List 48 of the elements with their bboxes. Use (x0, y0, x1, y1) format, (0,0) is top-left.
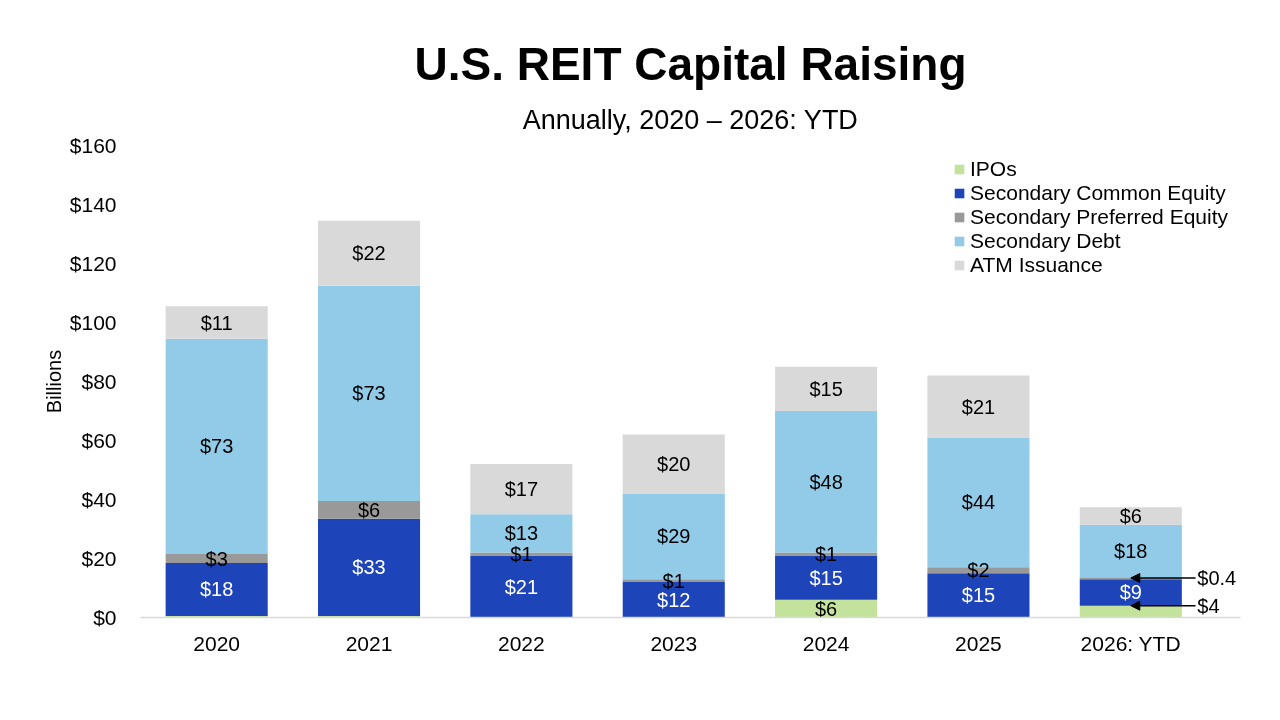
data-label: $15 (961, 584, 996, 607)
data-label: $21 (504, 575, 539, 598)
x-tick-label: 2021 (345, 631, 393, 655)
x-tick-label: 2025 (955, 631, 1002, 655)
annotation: $4 (1197, 594, 1220, 617)
data-label: $13 (504, 522, 539, 545)
y-axis-title: Billions (42, 349, 65, 414)
legend-label: Secondary Common Equity (970, 181, 1226, 205)
data-label: $21 (961, 395, 996, 418)
data-label: $20 (657, 453, 691, 476)
x-tick-label: 2024 (802, 631, 850, 655)
legend-label: Secondary Preferred Equity (970, 205, 1228, 229)
data-label: $48 (809, 470, 843, 493)
data-label: $15 (809, 377, 843, 400)
data-label: $17 (504, 478, 539, 501)
y-tick-label: $100 (69, 311, 117, 334)
data-label: $6 (357, 498, 381, 521)
x-tick-label: 2022 (498, 631, 545, 655)
chart-title: U.S. REIT Capital Raising (414, 37, 967, 90)
x-tick-label: 2020 (193, 631, 241, 655)
y-tick-label: $40 (81, 488, 117, 511)
x-tick-label: 2023 (650, 631, 698, 655)
data-label: $29 (657, 525, 691, 548)
y-tick-label: $140 (69, 193, 117, 216)
y-tick-label: $0 (93, 606, 117, 629)
data-label: $6 (814, 597, 838, 620)
data-label: $73 (199, 435, 234, 458)
data-label: $18 (199, 578, 234, 601)
data-label: $73 (352, 382, 386, 405)
legend-label: IPOs (970, 157, 1017, 181)
data-label: $15 (809, 566, 843, 589)
data-label: $22 (352, 242, 386, 265)
y-tick-label: $80 (81, 370, 117, 393)
data-label: $11 (200, 311, 233, 334)
x-tick-label: 2026: YTD (1080, 631, 1181, 655)
y-tick-label: $60 (81, 429, 117, 452)
data-label: $9 (1119, 581, 1142, 604)
y-tick-label: $20 (81, 547, 117, 570)
legend-label: Secondary Debt (970, 229, 1121, 253)
data-label: $6 (1119, 505, 1142, 528)
data-label: $44 (961, 491, 996, 514)
y-tick-label: $160 (69, 134, 117, 157)
y-tick-label: $120 (69, 252, 117, 275)
data-label: $33 (352, 556, 386, 579)
data-label: $18 (1114, 540, 1148, 563)
chart-subtitle: Annually, 2020 – 2026: YTD (522, 104, 858, 135)
legend-label: ATM Issuance (970, 253, 1103, 277)
annotation: $0.4 (1197, 566, 1237, 589)
